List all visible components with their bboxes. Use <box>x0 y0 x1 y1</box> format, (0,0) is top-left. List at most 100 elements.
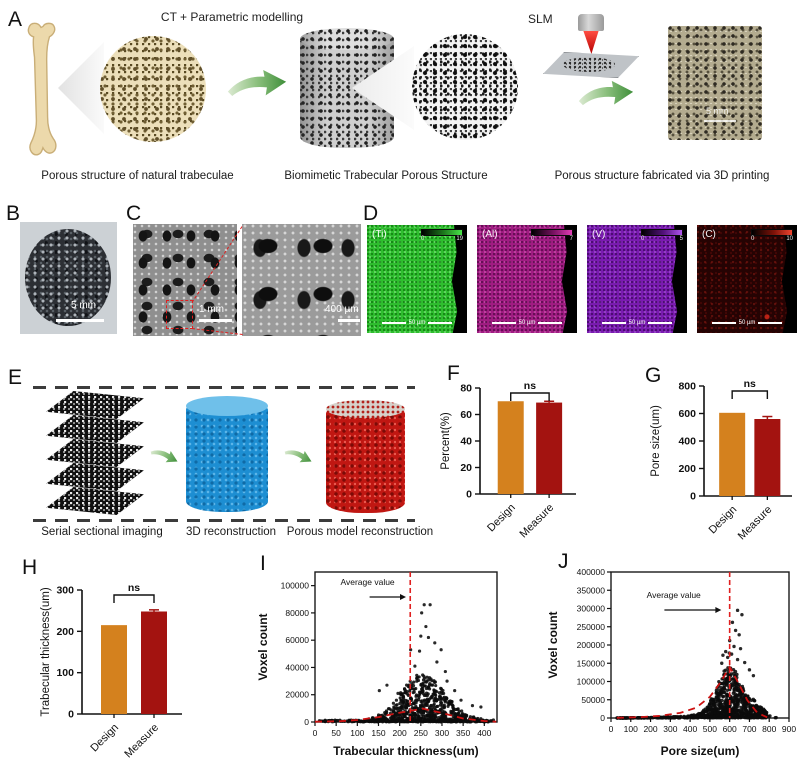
svg-text:200: 200 <box>56 626 74 638</box>
element-label: (C) <box>702 229 716 240</box>
zoom-region-box <box>166 300 193 329</box>
colorbar: 0 19 <box>421 229 463 243</box>
porous-model-cylinder-red <box>326 408 405 513</box>
porous-model-cylinder-red-top <box>326 400 405 418</box>
panel-label-e: E <box>8 366 23 389</box>
arrow-right-icon <box>227 69 287 97</box>
scatter-trabecular-thickness: 0 50 100 150 200 250 300 350 400 0 20000 40000 60000… <box>253 552 515 762</box>
scale-bar: 50 µm <box>492 320 563 326</box>
svg-text:Design: Design <box>88 722 121 755</box>
svg-text:800: 800 <box>678 381 696 393</box>
colorbar-min: 0 <box>641 236 645 242</box>
svg-text:40000: 40000 <box>285 662 309 672</box>
colorbar-min: 0 <box>531 236 535 242</box>
svg-text:50: 50 <box>331 728 341 738</box>
caption-3d: 3D reconstruction <box>185 526 277 538</box>
svg-text:500: 500 <box>703 724 717 734</box>
svg-text:Trabecular thickness(um): Trabecular thickness(um) <box>333 744 478 758</box>
ct-slice <box>46 463 144 491</box>
panel-label-h: H <box>22 556 38 579</box>
powder-bed-icon <box>563 57 615 72</box>
caption-biomimetic: Biomimetic Trabecular Porous Structure <box>284 170 488 182</box>
bar-chart-trabecular-thickness: 0 100 200 300 Trabecular thickness(um) Design… <box>36 556 218 762</box>
scale-text: 400 µm <box>325 304 359 315</box>
scale-text: 5 mm <box>71 300 96 311</box>
bar-chart-percent: 0 20 40 60 80 Percent(%) Design Measure ns <box>436 364 588 540</box>
colorbar: 0 10 <box>751 229 793 243</box>
bone-icon <box>27 22 57 156</box>
colorbar-max: 7 <box>569 236 573 242</box>
svg-text:900: 900 <box>782 724 796 734</box>
biomimetic-inset <box>412 34 518 140</box>
scale-bar <box>199 319 232 322</box>
laser-beam-icon <box>583 31 599 54</box>
reconstruction-cylinder-blue <box>186 404 268 512</box>
panel-label-d: D <box>363 202 379 225</box>
reconstruction-cylinder-blue-top <box>186 396 268 416</box>
dashed-divider-bottom <box>33 519 415 522</box>
svg-text:Pore size(um): Pore size(um) <box>661 744 740 758</box>
svg-text:Measure: Measure <box>122 722 161 761</box>
caption-serial: Serial sectional imaging <box>41 526 163 538</box>
svg-text:20: 20 <box>460 462 472 474</box>
sem-image-low-mag <box>133 224 237 336</box>
scale-bar: 50 µm <box>712 320 783 326</box>
svg-text:Measure: Measure <box>517 502 556 540</box>
element-label: (V) <box>592 229 606 240</box>
svg-text:100000: 100000 <box>577 677 606 687</box>
svg-text:400: 400 <box>678 436 696 448</box>
svg-text:200000: 200000 <box>577 640 606 650</box>
svg-text:0: 0 <box>690 491 696 503</box>
svg-text:40: 40 <box>460 436 472 448</box>
eds-map-ti: (Ti) 0 19 50 µm <box>367 225 467 333</box>
bar-chart-pore-size: 0 200 400 600 800 Pore size(um) Design Measure n… <box>646 364 804 544</box>
panel-label-g: G <box>645 364 662 387</box>
arrow-right-icon <box>150 450 178 463</box>
panel-label-c: C <box>126 202 142 225</box>
scale-text: 1 mm <box>199 304 224 315</box>
scale-bar <box>704 120 736 122</box>
slm-label: SLM <box>528 12 553 26</box>
caption-natural: Porous structure of natural trabeculae <box>41 170 234 182</box>
svg-text:20000: 20000 <box>285 690 309 700</box>
svg-text:250: 250 <box>414 728 428 738</box>
svg-text:0: 0 <box>466 489 472 501</box>
svg-text:700: 700 <box>742 724 756 734</box>
colorbar-min: 0 <box>421 236 425 242</box>
svg-text:Pore size(um): Pore size(um) <box>650 405 662 477</box>
svg-text:Average value: Average value <box>340 577 394 587</box>
svg-text:Percent(%): Percent(%) <box>440 412 452 470</box>
svg-text:60000: 60000 <box>285 635 309 645</box>
ct-slice <box>46 487 144 515</box>
svg-text:Average value: Average value <box>647 590 701 600</box>
panel-label-f: F <box>447 362 460 385</box>
svg-text:0: 0 <box>304 717 309 727</box>
svg-text:ns: ns <box>524 380 536 392</box>
svg-text:0: 0 <box>313 728 318 738</box>
svg-text:200: 200 <box>678 463 696 475</box>
caption-printed: Porous structure fabricated via 3D print… <box>554 170 770 182</box>
svg-text:ns: ns <box>744 378 756 390</box>
svg-text:300000: 300000 <box>577 604 606 614</box>
svg-text:350000: 350000 <box>577 585 606 595</box>
svg-text:Design: Design <box>707 504 740 537</box>
dashed-divider-top <box>33 386 415 389</box>
colorbar-max: 5 <box>679 236 683 242</box>
svg-text:400: 400 <box>683 724 697 734</box>
svg-text:200: 200 <box>643 724 657 734</box>
svg-text:Voxel count: Voxel count <box>546 611 560 678</box>
colorbar-max: 19 <box>456 236 463 242</box>
svg-text:100: 100 <box>350 728 364 738</box>
svg-text:200: 200 <box>393 728 407 738</box>
svg-text:350: 350 <box>456 728 470 738</box>
ct-slice <box>46 439 144 467</box>
svg-text:Measure: Measure <box>736 504 775 543</box>
svg-text:0: 0 <box>600 713 605 723</box>
caption-porous-model: Porous model reconstruction <box>286 526 434 538</box>
laser-head-icon <box>578 14 604 31</box>
ct-modelling-label: CT + Parametric modelling <box>160 10 304 24</box>
